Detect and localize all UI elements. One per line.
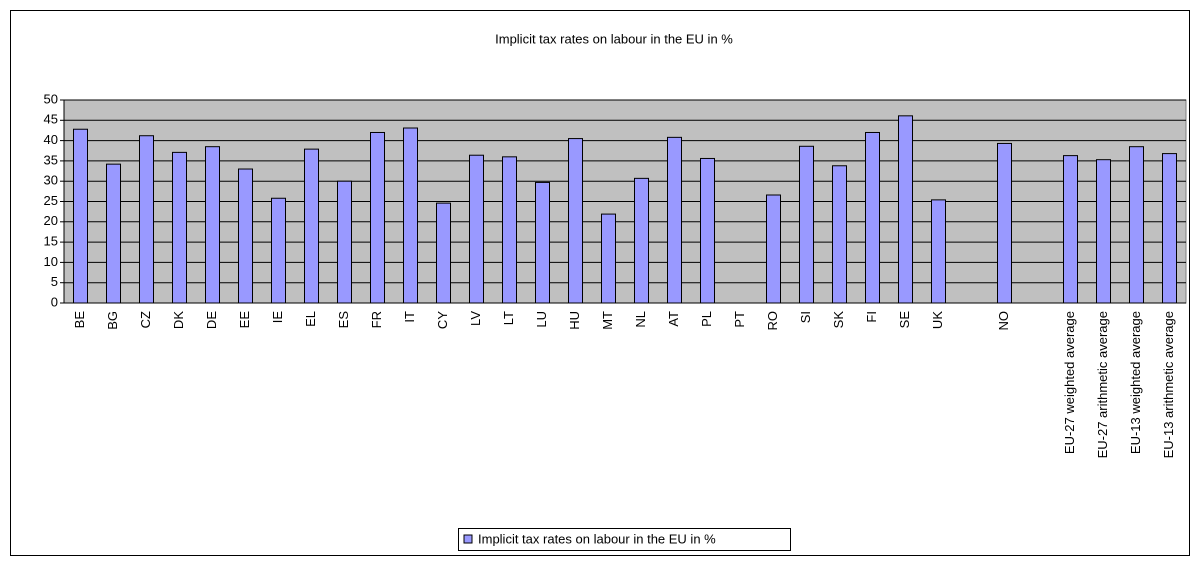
x-tick-label: CY	[435, 311, 450, 329]
legend-swatch	[463, 534, 473, 544]
x-tick-label: DE	[204, 311, 219, 329]
x-tick-label: DK	[171, 311, 186, 329]
x-tick-label: EU-13 arithmetic average	[1161, 311, 1176, 458]
x-tick-label: LU	[534, 311, 549, 328]
bar	[436, 202, 451, 304]
x-tick-label: PT	[732, 311, 747, 328]
legend-box	[458, 528, 791, 551]
x-tick-label: IT	[402, 311, 417, 323]
x-tick-label: SK	[831, 311, 846, 329]
x-tick-label: CZ	[138, 311, 153, 328]
x-tick-label: AT	[666, 311, 681, 327]
bar	[403, 127, 418, 304]
bar	[997, 142, 1012, 304]
bar	[469, 154, 484, 304]
bar	[1129, 146, 1144, 304]
x-tick-label: EU-13 weighted average	[1128, 311, 1143, 454]
y-tick-label: 25	[44, 193, 58, 208]
y-tick-label: 15	[44, 234, 58, 249]
bar	[502, 156, 517, 304]
bar	[73, 128, 88, 304]
y-tick-label: 20	[44, 213, 58, 228]
x-tick-label: HU	[567, 311, 582, 330]
x-tick-label: IE	[270, 311, 285, 324]
x-tick-label: ES	[336, 311, 351, 329]
x-tick-label: EE	[237, 311, 252, 329]
x-tick-label: MT	[600, 311, 615, 330]
x-tick-label: NL	[633, 311, 648, 328]
x-tick-label: BG	[105, 311, 120, 330]
bar	[337, 180, 352, 304]
bar	[1096, 159, 1111, 304]
bar	[832, 165, 847, 304]
bar	[1162, 153, 1177, 304]
bar	[370, 131, 385, 304]
x-tick-label: PL	[699, 311, 714, 327]
bar	[667, 136, 682, 304]
bar	[568, 138, 583, 304]
bar	[139, 135, 154, 304]
bar	[601, 213, 616, 304]
bar	[865, 131, 880, 304]
bar	[931, 199, 946, 304]
bar	[700, 157, 715, 304]
bar	[271, 197, 286, 304]
y-tick-label: 30	[44, 173, 58, 188]
y-tick-label: 40	[44, 132, 58, 147]
x-tick-label: FI	[864, 311, 879, 323]
bar	[304, 148, 319, 304]
x-tick-label: EU-27 weighted average	[1062, 311, 1077, 454]
x-tick-label: EU-27 arithmetic average	[1095, 311, 1110, 458]
x-tick-label: FR	[369, 311, 384, 328]
bar	[106, 163, 121, 304]
bar	[535, 181, 550, 304]
x-tick-label: RO	[765, 311, 780, 331]
y-tick-label: 10	[44, 254, 58, 269]
y-tick-label: 45	[44, 112, 58, 127]
chart-title: Implicit tax rates on labour in the EU i…	[495, 31, 733, 46]
x-tick-label: LT	[501, 311, 516, 325]
legend-label: Implicit tax rates on labour in the EU i…	[478, 531, 716, 546]
bar	[1063, 155, 1078, 304]
x-tick-label: NO	[996, 311, 1011, 331]
bar	[634, 177, 649, 304]
bar	[898, 115, 913, 304]
y-tick-label: 5	[51, 274, 58, 289]
bar	[238, 168, 253, 304]
y-tick-label: 35	[44, 152, 58, 167]
bar	[799, 145, 814, 304]
bar	[766, 194, 781, 304]
x-tick-label: SE	[897, 311, 912, 329]
x-tick-label: SI	[798, 311, 813, 323]
bar	[172, 151, 187, 304]
y-tick-label: 0	[51, 294, 58, 309]
x-tick-label: UK	[930, 311, 945, 329]
bar	[205, 146, 220, 304]
x-tick-label: BE	[72, 311, 87, 329]
x-tick-label: EL	[303, 311, 318, 327]
x-tick-label: LV	[468, 311, 483, 326]
y-tick-label: 50	[44, 91, 58, 106]
